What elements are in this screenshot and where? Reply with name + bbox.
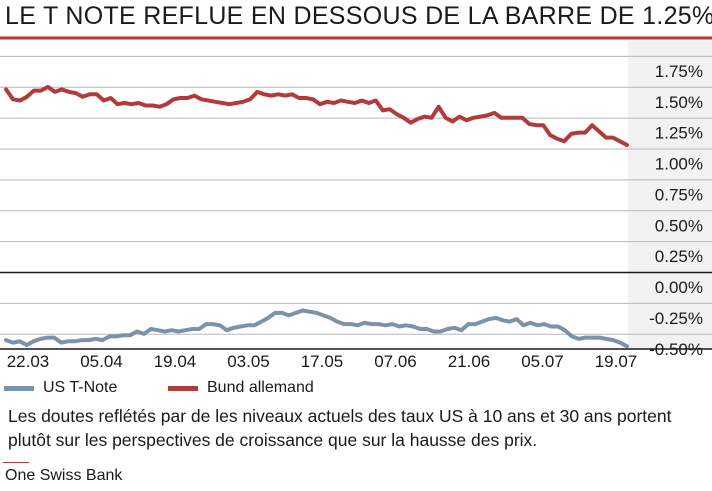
x-tick-label: 19.04 xyxy=(154,352,197,371)
y-tick-label: 1.50% xyxy=(655,93,703,112)
legend-item-us-tnote: US T-Note xyxy=(4,376,117,400)
y-tick-label: 0.00% xyxy=(655,278,703,297)
x-tick-label: 17.05 xyxy=(301,352,344,371)
x-tick-label: 21.06 xyxy=(448,352,491,371)
legend-swatch-us-tnote xyxy=(4,385,34,391)
chart-title: LE T NOTE REFLUE EN DESSOUS DE LA BARRE … xyxy=(5,2,712,30)
x-tick-labels: 22.03 05.04 19.04 03.05 17.05 07.06 21.06 05.07… xyxy=(7,352,638,371)
y-tick-labels: 1.75% 1.50% 1.25% 1.00% 0.75% 0.50% 0.25% 0.00%… xyxy=(649,62,703,359)
x-tick-label: 05.07 xyxy=(521,352,564,371)
y-axis-band xyxy=(628,41,712,349)
series-line-bund xyxy=(4,84,629,147)
x-tick-label: 19.07 xyxy=(595,352,638,371)
y-tick-label: 1.25% xyxy=(655,124,703,143)
x-tick-label: 03.05 xyxy=(227,352,270,371)
y-tick-label: 0.25% xyxy=(655,247,703,266)
y-tick-label: 1.00% xyxy=(655,155,703,174)
source-rule xyxy=(3,462,29,463)
plot-lines xyxy=(4,84,629,349)
legend: US T-Note Bund allemand xyxy=(0,376,712,400)
y-tick-label: 0.50% xyxy=(655,216,703,235)
legend-label-us-tnote: US T-Note xyxy=(43,379,118,396)
legend-item-bund: Bund allemand xyxy=(168,376,314,400)
legend-swatch-bund xyxy=(168,385,198,391)
y-tick-label: 1.75% xyxy=(655,62,703,81)
chart-area: 1.75% 1.50% 1.25% 1.00% 0.75% 0.50% 0.25% 0.00%… xyxy=(0,36,712,371)
y-tick-label: -0.25% xyxy=(649,309,703,328)
x-tick-label: 07.06 xyxy=(374,352,417,371)
x-tick-label: 22.03 xyxy=(7,352,50,371)
source-label: One Swiss Bank xyxy=(5,467,123,484)
x-tick-label: 05.04 xyxy=(80,352,123,371)
series-line-us-tnote xyxy=(4,308,629,349)
chart-note: Les doutes reflétés par de les niveaux a… xyxy=(8,406,672,450)
y-tick-label: 0.75% xyxy=(655,185,703,204)
legend-label-bund: Bund allemand xyxy=(207,379,314,396)
gridlines xyxy=(0,55,712,335)
